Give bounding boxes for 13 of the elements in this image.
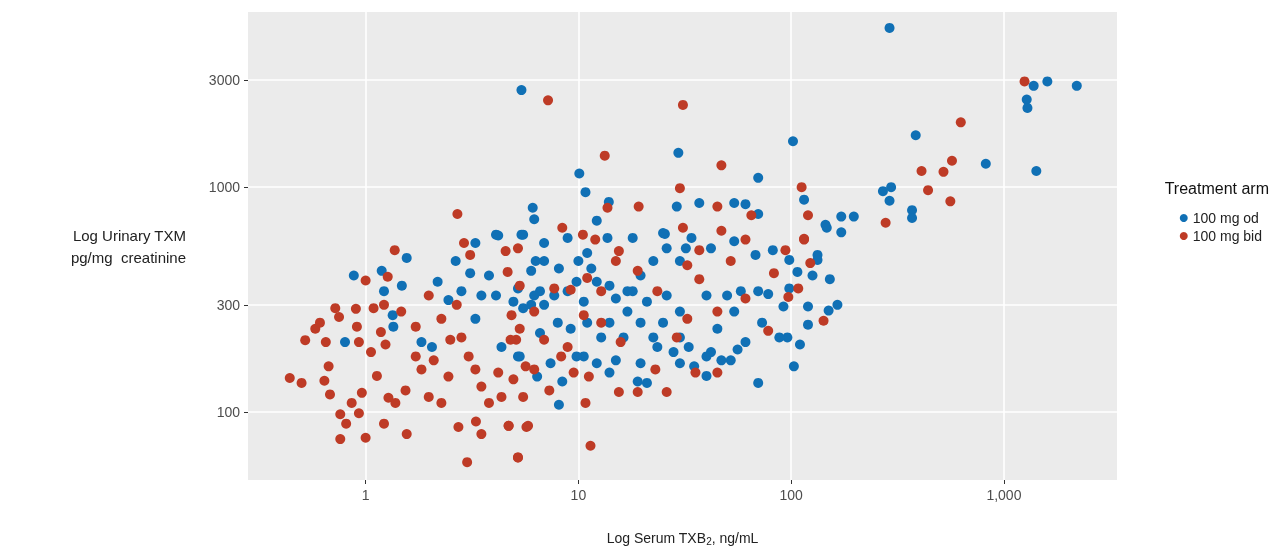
x-tick-label: 1,000 bbox=[986, 487, 1022, 503]
x-tick-label: 100 bbox=[779, 487, 804, 503]
y-tick-label: 1000 bbox=[208, 179, 241, 196]
y-tick-label: 100 bbox=[216, 404, 241, 421]
x-axis-title: Log Serum TXB2, ng/mL bbox=[606, 530, 759, 547]
x-tick-label: 10 bbox=[570, 487, 587, 503]
y-tick-label: 300 bbox=[216, 296, 241, 313]
legend-label: 100 mg od bbox=[1192, 210, 1259, 226]
y-axis-title: Log Urinary TXM pg/mg creatinine bbox=[70, 226, 186, 266]
x-tick-label: 1 bbox=[361, 487, 370, 503]
legend-title: Treatment arm bbox=[1164, 179, 1270, 197]
legend-label: 100 mg bid bbox=[1192, 228, 1263, 244]
y-tick-label: 3000 bbox=[208, 71, 241, 88]
